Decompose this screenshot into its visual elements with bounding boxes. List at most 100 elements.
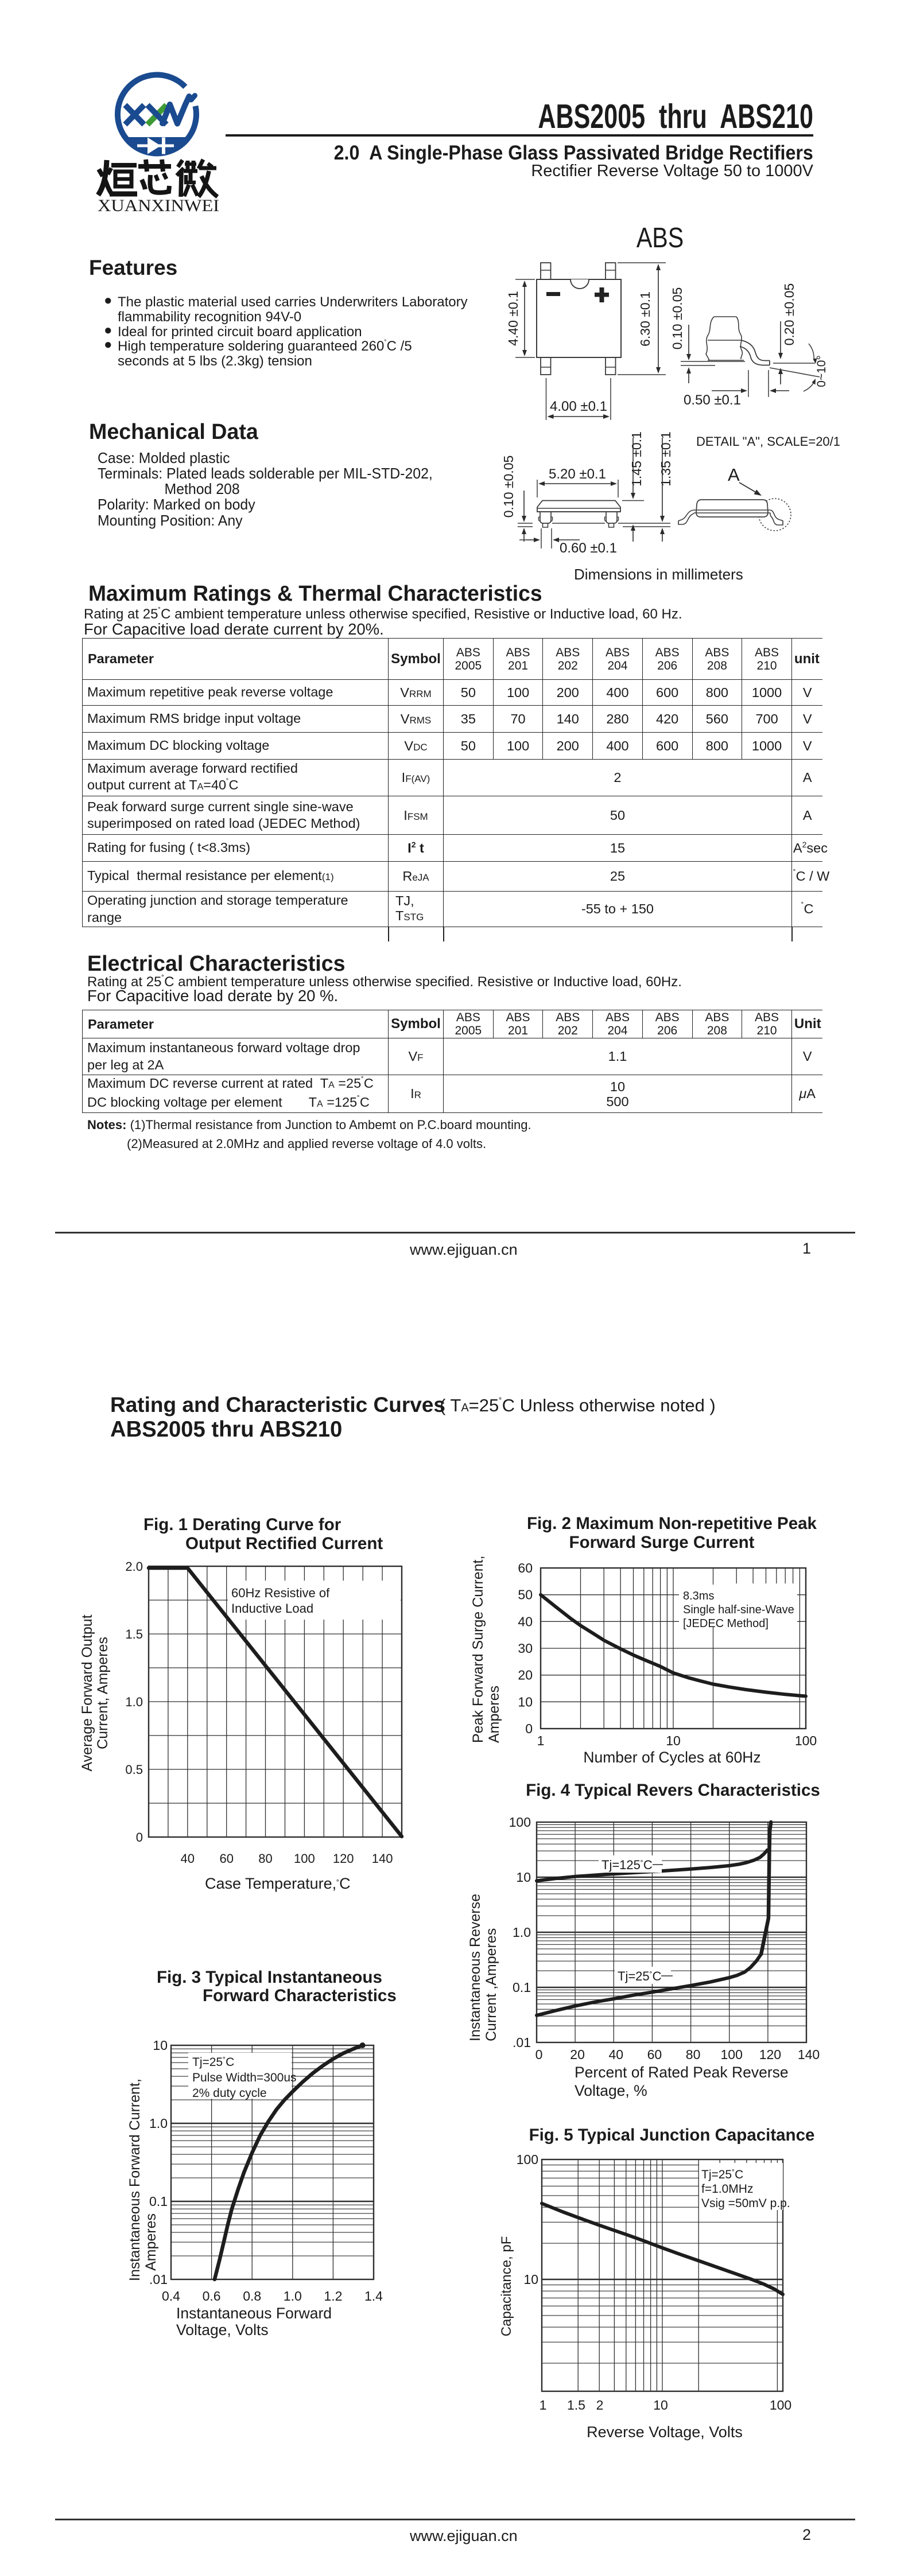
svg-text:0.50 ±0.1: 0.50 ±0.1 <box>684 392 741 408</box>
svg-text:40: 40 <box>609 2047 624 2062</box>
svg-text:Reverse Voltage, Volts: Reverse Voltage, Volts <box>587 2423 743 2441</box>
svg-text:10: 10 <box>653 2398 668 2412</box>
svg-text:2% duty cycle: 2% duty cycle <box>192 2087 267 2100</box>
svg-text:20: 20 <box>570 2047 585 2062</box>
svg-text:1: 1 <box>537 1733 545 1748</box>
svg-text:1: 1 <box>540 2398 547 2412</box>
svg-text:Voltage, Volts: Voltage, Volts <box>176 2321 269 2338</box>
svg-text:Vsig =50mV p.p.: Vsig =50mV p.p. <box>701 2197 790 2210</box>
svg-text:100: 100 <box>294 1851 315 1866</box>
svg-text:60Hz Resistive of: 60Hz Resistive of <box>231 1586 330 1600</box>
svg-text:Inductive Load: Inductive Load <box>231 1601 313 1616</box>
svg-text:120: 120 <box>333 1851 354 1866</box>
svg-text:Pulse Width=300us: Pulse Width=300us <box>192 2071 297 2084</box>
svg-text:Fig. 5 Typical Junction Capaci: Fig. 5 Typical Junction Capacitance <box>529 2126 815 2145</box>
svg-text:Instantaneous Forward Current,: Instantaneous Forward Current, <box>127 2079 143 2281</box>
svg-text:0: 0 <box>136 1830 143 1845</box>
svg-text:Amperes: Amperes <box>143 2213 159 2271</box>
svg-text:100: 100 <box>517 2152 538 2167</box>
svg-text:Fig. 4 Typical Revers Characte: Fig. 4 Typical Revers Characteristics <box>526 1781 820 1800</box>
svg-text:10: 10 <box>666 1733 681 1748</box>
svg-text:0.60 ±0.1: 0.60 ±0.1 <box>560 540 617 556</box>
svg-text:0.6: 0.6 <box>203 2289 221 2303</box>
svg-text:0.8: 0.8 <box>243 2289 261 2303</box>
svg-text:Average Forward Output: Average Forward Output <box>79 1614 95 1771</box>
svg-text:Instantaneous Reverse: Instantaneous Reverse <box>467 1894 483 2041</box>
svg-text:6.30 ±0.1: 6.30 ±0.1 <box>638 291 653 347</box>
svg-text:0: 0 <box>525 1721 533 1736</box>
svg-text:Instantaneous Forward: Instantaneous Forward <box>176 2305 332 2322</box>
svg-text:80: 80 <box>258 1851 272 1866</box>
svg-text:1.0: 1.0 <box>125 1695 143 1709</box>
svg-text:60: 60 <box>647 2047 662 2062</box>
svg-text:0.4: 0.4 <box>162 2289 180 2303</box>
svg-text:0~10°: 0~10° <box>815 355 828 387</box>
svg-text:20: 20 <box>518 1668 533 1683</box>
svg-text:100: 100 <box>770 2398 791 2412</box>
svg-text:8.3ms: 8.3ms <box>683 1590 714 1602</box>
svg-text:100: 100 <box>509 1815 531 1830</box>
svg-text:4.40 ±0.1: 4.40 ±0.1 <box>506 291 521 346</box>
svg-text:2.0: 2.0 <box>125 1559 143 1574</box>
svg-text:[JEDEC Method]: [JEDEC Method] <box>683 1617 769 1630</box>
svg-text:50: 50 <box>518 1587 533 1602</box>
svg-text:0: 0 <box>535 2047 543 2062</box>
svg-text:1.35 ±0.1: 1.35 ±0.1 <box>658 431 673 487</box>
svg-text:DETAIL "A", SCALE=20/1: DETAIL "A", SCALE=20/1 <box>696 434 840 449</box>
svg-text:60: 60 <box>219 1851 233 1866</box>
svg-text:10: 10 <box>153 2038 168 2053</box>
svg-text:Percent of Rated Peak Reverse: Percent of Rated Peak Reverse <box>575 2064 789 2081</box>
svg-text:Output Rectified Current: Output Rectified Current <box>185 1534 383 1553</box>
svg-text:30: 30 <box>518 1641 533 1656</box>
svg-text:1.0: 1.0 <box>149 2116 168 2131</box>
svg-text:f=1.0MHz: f=1.0MHz <box>701 2182 753 2196</box>
svg-text:40: 40 <box>181 1851 195 1866</box>
svg-text:0.1: 0.1 <box>513 1980 531 1995</box>
svg-text:Peak Forward Surge Current,: Peak Forward Surge Current, <box>470 1555 486 1743</box>
svg-text:5.20 ±0.1: 5.20 ±0.1 <box>549 466 606 482</box>
svg-text:Tj=25˚C: Tj=25˚C <box>192 2056 234 2069</box>
svg-text:80: 80 <box>686 2047 701 2062</box>
svg-text:.01: .01 <box>149 2272 168 2287</box>
svg-text:Tj=25˚C: Tj=25˚C <box>701 2168 743 2181</box>
svg-text:0.5: 0.5 <box>125 1762 143 1777</box>
svg-text:140: 140 <box>372 1851 393 1866</box>
svg-text:100: 100 <box>795 1733 817 1748</box>
svg-text:XUANXINWEI: XUANXINWEI <box>98 196 219 215</box>
svg-text:Voltage, %: Voltage, % <box>575 2082 647 2099</box>
svg-text:2: 2 <box>596 2398 604 2412</box>
svg-text:1.0: 1.0 <box>284 2289 302 2303</box>
svg-text:10: 10 <box>516 1870 531 1885</box>
svg-text:10: 10 <box>518 1694 533 1709</box>
svg-text:Tj=25˚C: Tj=25˚C <box>618 1969 662 1983</box>
svg-text:Fig. 1 Derating Curve for: Fig. 1 Derating Curve for <box>143 1515 341 1534</box>
svg-text:60: 60 <box>518 1561 533 1575</box>
svg-text:1.5: 1.5 <box>125 1627 143 1641</box>
svg-text:Fig. 3 Typical Instantaneous: Fig. 3 Typical Instantaneous <box>157 1968 382 1987</box>
svg-text:140: 140 <box>798 2047 820 2062</box>
svg-text:.01: .01 <box>513 2035 531 2050</box>
svg-text:Current, Amperes: Current, Amperes <box>95 1637 111 1749</box>
svg-text:Amperes: Amperes <box>486 1686 502 1743</box>
svg-text:0.1: 0.1 <box>149 2194 168 2209</box>
svg-text:120: 120 <box>759 2047 781 2062</box>
svg-text:Single half-sine-Wave: Single half-sine-Wave <box>683 1604 794 1616</box>
svg-text:Current ,Amperes: Current ,Amperes <box>483 1928 499 2041</box>
svg-text:1.0: 1.0 <box>513 1925 531 1940</box>
svg-text:Number of Cycles at 60Hz: Number of Cycles at 60Hz <box>583 1749 760 1766</box>
svg-text:4.00 ±0.1: 4.00 ±0.1 <box>550 399 607 414</box>
svg-text:1.2: 1.2 <box>324 2289 342 2303</box>
svg-text:40: 40 <box>518 1614 533 1629</box>
svg-text:Tj=125˚C: Tj=125˚C <box>601 1858 653 1872</box>
svg-text:Capacitance, pF: Capacitance, pF <box>499 2236 514 2337</box>
svg-text:A: A <box>728 465 740 485</box>
svg-text:Fig. 2 Maximum Non-repetitive: Fig. 2 Maximum Non-repetitive Peak <box>527 1514 817 1533</box>
svg-text:Case Temperature,˚C: Case Temperature,˚C <box>205 1875 351 1892</box>
svg-text:Forward Surge Current: Forward Surge Current <box>569 1533 755 1552</box>
svg-text:10: 10 <box>523 2272 538 2287</box>
svg-text:100: 100 <box>721 2047 743 2062</box>
svg-text:1.5: 1.5 <box>567 2398 585 2412</box>
svg-text:1.4: 1.4 <box>364 2289 383 2303</box>
svg-text:Forward Characteristics: Forward Characteristics <box>203 1986 397 2005</box>
svg-text:1.45 ±0.1: 1.45 ±0.1 <box>629 431 644 487</box>
